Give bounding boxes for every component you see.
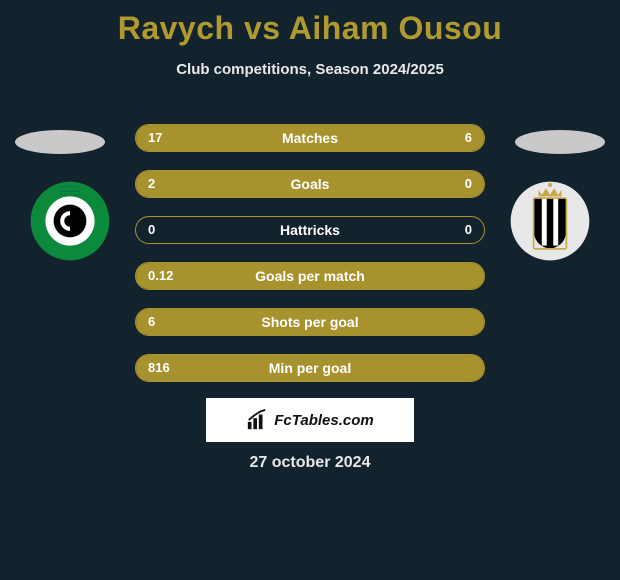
team1-logo (29, 180, 111, 262)
stat-label: Matches (136, 125, 484, 151)
source-badge: FcTables.com (206, 398, 414, 442)
player1-shadow (15, 130, 105, 154)
stat-label: Goals per match (136, 263, 484, 289)
source-text: FcTables.com (274, 412, 373, 429)
fctables-icon (246, 409, 268, 431)
stat-label: Hattricks (136, 217, 484, 243)
team2-logo (509, 180, 591, 262)
charleroi-icon (509, 180, 591, 262)
stat-row-goals-per-match: 0.12Goals per match (135, 262, 485, 290)
stat-row-shots-per-goal: 6Shots per goal (135, 308, 485, 336)
stat-row-matches: 176Matches (135, 124, 485, 152)
comparison-title: Ravych vs Aiham Ousou (0, 0, 620, 47)
stat-row-min-per-goal: 816Min per goal (135, 354, 485, 382)
player1-name: Ravych (118, 10, 235, 46)
date-label: 27 october 2024 (0, 454, 620, 472)
subtitle: Club competitions, Season 2024/2025 (0, 61, 620, 78)
player2-shadow (515, 130, 605, 154)
stat-row-goals: 20Goals (135, 170, 485, 198)
cercle-brugge-icon (29, 180, 111, 262)
stat-row-hattricks: 00Hattricks (135, 216, 485, 244)
stat-label: Goals (136, 171, 484, 197)
stats-chart: 176Matches 20Goals 00Hattricks 0.12Goals pe… (135, 124, 485, 400)
stat-label: Shots per goal (136, 309, 484, 335)
stat-label: Min per goal (136, 355, 484, 381)
vs-label: vs (244, 10, 281, 46)
player2-name: Aiham Ousou (289, 10, 503, 46)
